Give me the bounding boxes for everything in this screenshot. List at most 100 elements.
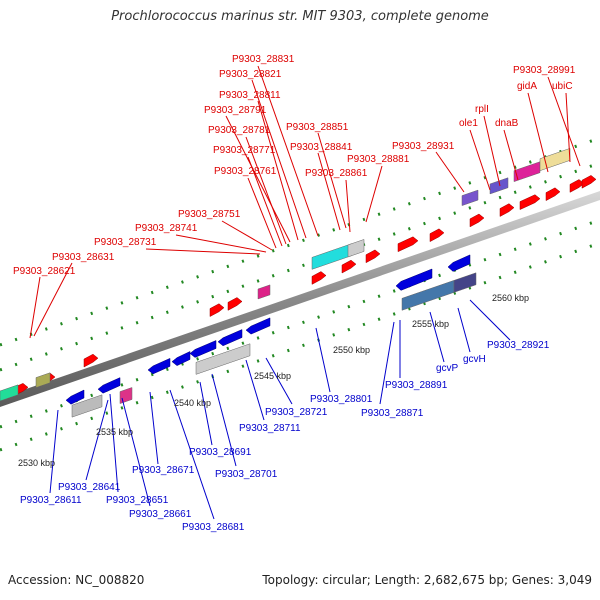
forward-leader-16 <box>29 276 41 339</box>
forward-gene-6 <box>341 259 357 274</box>
forward-gene-5 <box>311 271 327 285</box>
reverse-gene-5 <box>217 329 243 347</box>
label-p9303-28831[interactable]: P9303_28831 <box>232 54 295 65</box>
label-ole1[interactable]: ole1 <box>459 118 478 129</box>
gene-block-5 <box>513 161 541 183</box>
forward-gene-7 <box>365 249 381 264</box>
tick-marks <box>0 136 600 452</box>
axis-label-2530: 2530 kbp <box>18 458 55 468</box>
label-p9303-28611[interactable]: P9303_28611 <box>20 495 82 506</box>
label-p9303-28641[interactable]: P9303_28641 <box>58 482 121 493</box>
gene-block-3 <box>461 189 479 206</box>
reverse-gene-1 <box>97 377 121 394</box>
label-p9303-28851[interactable]: P9303_28851 <box>286 122 349 133</box>
label-p9303-28821[interactable]: P9303_28821 <box>219 69 282 80</box>
label-p9303-28811[interactable]: P9303_28811 <box>219 90 281 101</box>
label-p9303-28921[interactable]: P9303_28921 <box>487 340 550 351</box>
axis-label-2535: 2535 kbp <box>96 427 133 437</box>
forward-gene-9 <box>429 228 445 243</box>
forward-gene-3 <box>209 303 225 317</box>
axis-label-2550: 2550 kbp <box>333 345 370 355</box>
reverse-leader-10 <box>149 391 159 465</box>
label-p9303-28711[interactable]: P9303_28711 <box>239 423 301 434</box>
reverse-leader-0 <box>469 299 511 341</box>
axis-labels: 2530 kbp 2535 kbp 2540 kbp 2545 kbp 2550… <box>18 293 529 468</box>
label-p9303-28631[interactable]: P9303_28631 <box>52 252 115 263</box>
label-dnab[interactable]: dnaB <box>495 118 519 129</box>
forward-leader-4 <box>245 136 287 245</box>
forward-gene-14 <box>569 179 585 193</box>
label-p9303-28991[interactable]: P9303_28991 <box>513 65 576 76</box>
gene-block-11 <box>195 343 251 375</box>
accession-text: Accession: NC_008820 <box>8 573 145 587</box>
tick-row-upper-inner <box>0 161 600 372</box>
label-p9303-28791[interactable]: P9303_28791 <box>204 105 267 116</box>
reverse-leader-13 <box>109 393 119 493</box>
gene-block-9 <box>71 394 103 418</box>
label-p9303-28781[interactable]: P9303_28781 <box>208 125 271 136</box>
label-p9303-28671[interactable]: P9303_28671 <box>132 465 195 476</box>
gene-features <box>0 147 597 418</box>
gene-block-8 <box>453 272 477 293</box>
label-gida[interactable]: gidA <box>517 81 537 92</box>
forward-gene-10 <box>469 213 485 228</box>
label-p9303-28761[interactable]: P9303_28761 <box>214 166 277 177</box>
label-p9303-28731[interactable]: P9303_28731 <box>94 237 157 248</box>
reverse-gene-0 <box>65 389 85 405</box>
forward-gene-4 <box>227 297 243 311</box>
axis-label-2540: 2540 kbp <box>174 398 211 408</box>
genome-title: Prochlorococcus marinus str. MIT 9303, c… <box>111 9 489 24</box>
forward-leader-21 <box>469 129 491 191</box>
label-p9303-28651[interactable]: P9303_28651 <box>106 495 169 506</box>
reverse-gene-3 <box>171 351 191 366</box>
forward-leader-1 <box>251 79 307 239</box>
forward-leader-13 <box>175 234 267 253</box>
label-p9303-28871[interactable]: P9303_28871 <box>361 408 424 419</box>
forward-leader-14 <box>145 248 261 255</box>
forward-leader-2 <box>257 100 299 241</box>
forward-gene-13 <box>545 187 561 202</box>
forward-leader-20 <box>483 115 501 187</box>
label-gcvp[interactable]: gcvP <box>436 363 459 374</box>
forward-leader-3 <box>225 115 291 243</box>
forward-leader-15 <box>33 262 73 337</box>
label-p9303-28931[interactable]: P9303_28931 <box>392 141 455 152</box>
label-p9303-28751[interactable]: P9303_28751 <box>178 209 241 220</box>
label-p9303-28771[interactable]: P9303_28771 <box>213 145 276 156</box>
forward-gene-12 <box>519 194 541 210</box>
reverse-gene-6 <box>245 317 271 335</box>
forward-leader-5 <box>317 132 347 229</box>
tick-row-upper-outer <box>0 136 600 347</box>
forward-leader-18 <box>527 92 549 173</box>
forward-gene-8 <box>397 236 419 253</box>
label-p9303-28701[interactable]: P9303_28701 <box>215 469 278 480</box>
label-p9303-28861[interactable]: P9303_28861 <box>305 168 368 179</box>
label-ubic[interactable]: ubiC <box>552 81 573 92</box>
label-p9303-28891[interactable]: P9303_28891 <box>385 380 448 391</box>
reverse-leader-5 <box>315 327 331 393</box>
forward-gene-2 <box>83 353 99 368</box>
label-p9303-28741[interactable]: P9303_28741 <box>135 223 198 234</box>
label-rpli[interactable]: rplI <box>475 104 489 115</box>
label-p9303-28881[interactable]: P9303_28881 <box>347 154 410 165</box>
reverse-gene-4 <box>189 340 217 358</box>
reverse-leader-11 <box>85 399 109 481</box>
forward-leader-22 <box>503 129 519 181</box>
reverse-leader-2 <box>429 311 445 363</box>
label-p9303-28681[interactable]: P9303_28681 <box>182 522 245 533</box>
label-p9303-28801[interactable]: P9303_28801 <box>310 394 373 405</box>
label-p9303-28841[interactable]: P9303_28841 <box>290 142 353 153</box>
forward-leader-12 <box>221 220 273 251</box>
label-p9303-28691[interactable]: P9303_28691 <box>189 447 252 458</box>
reverse-gene-labels: P9303_28921 gcvH gcvP P9303_28891 P9303_… <box>20 340 550 533</box>
backbone-band <box>0 191 600 407</box>
reverse-gene-8 <box>447 254 471 272</box>
gene-block-4 <box>489 177 509 195</box>
label-p9303-28661[interactable]: P9303_28661 <box>129 509 192 520</box>
label-p9303-28721[interactable]: P9303_28721 <box>265 407 328 418</box>
forward-leader-11 <box>435 151 465 193</box>
label-p9303-28621[interactable]: P9303_28621 <box>13 266 76 277</box>
label-gcvh[interactable]: gcvH <box>463 354 486 365</box>
